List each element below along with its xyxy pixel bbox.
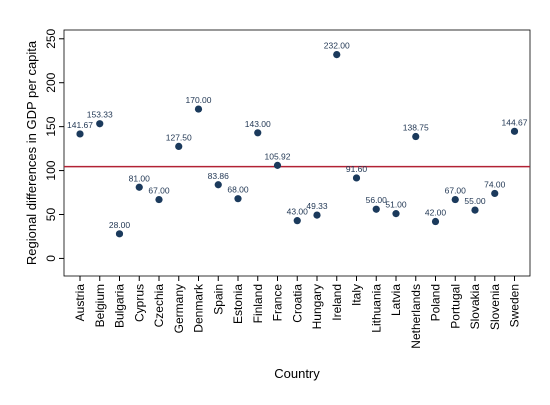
value-label-hungary: 49.33 [306,201,328,211]
value-label-sweden: 144.67 [502,117,528,127]
value-label-italy: 91.60 [346,164,368,174]
x-tick-label-lithuania: Lithuania [369,284,383,333]
value-label-ireland: 232.00 [324,41,350,51]
y-axis-title: Regional differences in GDP per capita [24,40,39,265]
y-tick-label-0: 0 [44,255,58,262]
value-label-denmark: 170.00 [186,95,212,105]
point-portugal [451,195,459,204]
x-tick-label-italy: Italy [350,284,364,306]
value-label-lithuania: 56.00 [366,195,388,205]
value-label-croatia: 43.00 [287,207,309,217]
x-tick-label-slovakia: Slovakia [468,284,482,330]
point-spain [214,181,222,189]
x-tick-label-sweden: Sweden [508,284,522,327]
x-tick-label-austria: Austria [73,284,87,322]
x-tick-label-slovenia: Slovenia [488,284,502,330]
value-label-belgium: 153.33 [87,110,113,120]
point-germany [175,142,183,151]
x-tick-label-latvia: Latvia [389,284,403,316]
point-croatia [293,217,301,225]
value-label-estonia: 68.00 [227,185,249,195]
point-cyprus [135,183,143,191]
x-tick-label-portugal: Portugal [448,284,462,329]
x-tick-label-czechia: Czechia [152,284,166,328]
point-slovakia [471,206,479,214]
y-tick-label-250: 250 [44,28,58,48]
point-bulgaria [115,230,124,238]
point-czechia [155,195,163,204]
x-tick-label-germany: Germany [172,284,186,333]
point-netherlands [412,132,420,141]
point-belgium [96,120,104,128]
point-estonia [234,195,242,203]
value-label-austria: 141.67 [67,120,93,130]
value-label-germany: 127.50 [166,132,192,142]
point-ireland [333,51,341,59]
x-tick-label-estonia: Estonia [231,284,245,324]
value-label-slovakia: 55.00 [464,196,486,206]
point-austria [76,130,84,138]
x-tick-label-finland: Finland [251,284,265,323]
x-tick-label-poland: Poland [429,284,443,321]
x-tick-label-ireland: Ireland [330,284,344,321]
x-tick-label-croatia: Croatia [290,284,304,323]
point-denmark [194,105,203,113]
point-france [273,161,282,169]
x-tick-label-netherlands: Netherlands [409,284,423,349]
x-tick-label-denmark: Denmark [192,283,206,333]
point-hungary [313,211,321,219]
value-label-czechia: 67.00 [148,186,170,196]
value-label-netherlands: 138.75 [403,123,429,133]
x-tick-label-bulgaria: Bulgaria [113,284,127,328]
x-tick-label-belgium: Belgium [93,284,107,327]
value-label-spain: 83.86 [208,171,230,181]
point-lithuania [372,205,380,213]
point-finland [254,129,262,137]
point-sweden [510,127,519,135]
data-points [76,51,519,238]
x-tick-label-spain: Spain [211,284,225,315]
value-label-latvia: 51.00 [385,200,407,210]
value-label-bulgaria: 28.00 [109,220,131,230]
axes: 0 50 100 150 200 250 Austria Belgium Bulgaria Cyp… [44,28,531,349]
x-tick-label-cyprus: Cyprus [132,284,146,322]
x-tick-label-france: France [271,284,285,322]
value-label-portugal: 67.00 [445,186,467,196]
value-label-finland: 143.00 [245,119,271,129]
point-italy [352,174,361,182]
y-tick-label-200: 200 [44,72,58,92]
y-tick-label-50: 50 [44,208,58,222]
y-tick-label-100: 100 [44,160,58,180]
value-label-france: 105.92 [265,151,291,161]
y-tick-label-150: 150 [44,116,58,136]
point-poland [431,217,440,226]
value-label-cyprus: 81.00 [129,173,151,183]
value-label-poland: 42.00 [425,208,447,218]
point-slovenia [491,189,499,198]
x-tick-label-hungary: Hungary [310,284,324,329]
value-label-slovenia: 74.00 [484,179,506,189]
x-axis-title: Country [274,366,320,381]
point-latvia [392,210,400,218]
